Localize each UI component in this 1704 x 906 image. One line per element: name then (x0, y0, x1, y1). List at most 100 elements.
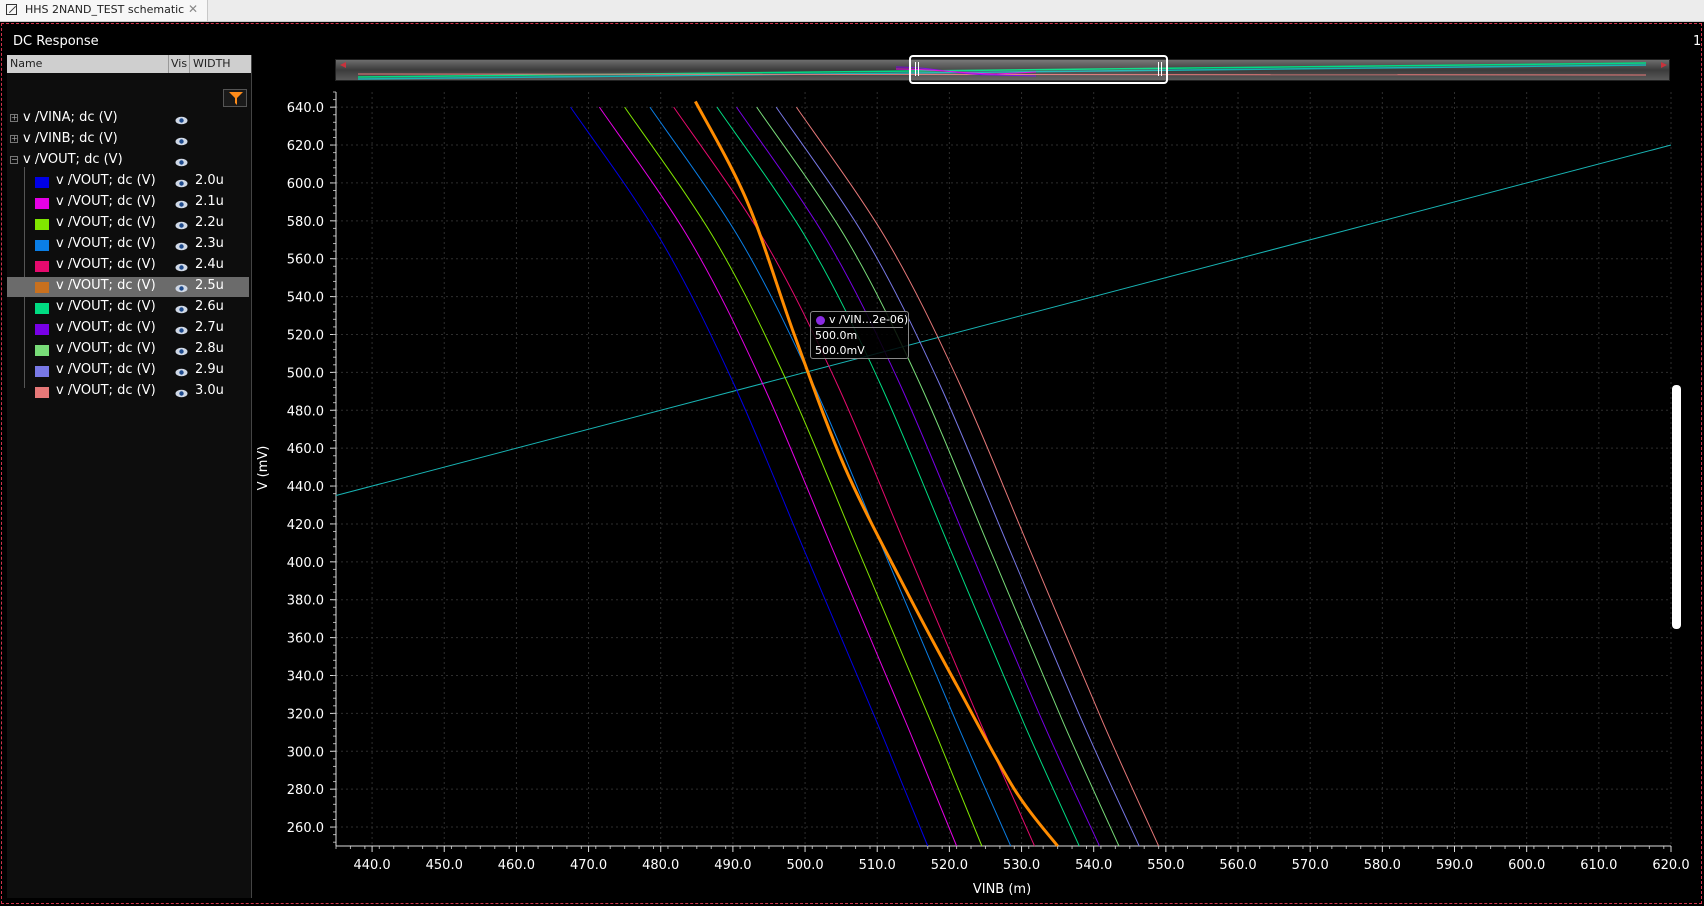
tab-schematic[interactable]: HHS 2NAND_TEST schematic ✕ (0, 0, 208, 21)
trace-row[interactable]: v /VOUT; dc (V) 2.7u (7, 319, 249, 339)
trace-label: v /VOUT; dc (V) (56, 320, 156, 335)
trace-row[interactable]: v /VOUT; dc (V) 3.0u (7, 382, 249, 402)
x-tick-label: 500.0 (786, 858, 823, 873)
vout-trace-2.5u[interactable] (694, 100, 1059, 847)
vout-trace-2.0u[interactable] (570, 106, 929, 847)
header-name[interactable]: Name (10, 57, 43, 70)
trace-row[interactable]: v /VOUT; dc (V) 2.3u (7, 235, 249, 255)
trace-width-value: 3.0u (195, 383, 224, 398)
vertical-scroll-handle[interactable] (1672, 385, 1681, 629)
y-tick-label: 420.0 (287, 518, 324, 533)
trace-row[interactable]: v /VOUT; dc (V) 2.9u (7, 361, 249, 381)
x-tick-label: 490.0 (714, 858, 751, 873)
signal-group-label: v /VINA; dc (V) (23, 110, 118, 125)
trace-row[interactable]: v /VOUT; dc (V) 2.0u (7, 172, 249, 192)
trace-row[interactable]: v /VOUT; dc (V) 2.6u (7, 298, 249, 318)
vina-trace[interactable] (335, 144, 1672, 497)
trace-row[interactable]: v /VOUT; dc (V) 2.2u (7, 214, 249, 234)
overview-vout-a (357, 62, 1647, 78)
trace-row[interactable]: v /VOUT; dc (V) 2.5u (7, 277, 249, 297)
tooltip-trace-name: v /VIN...2e-06) (829, 313, 909, 326)
trace-width-value: 2.1u (195, 194, 224, 209)
browser-header: Name Vis WIDTH (7, 55, 251, 73)
visibility-eye-icon[interactable] (175, 261, 188, 276)
left-drag-handle[interactable] (915, 62, 916, 76)
vout-trace-3.0u[interactable] (795, 106, 1160, 847)
y-tick-label: 500.0 (287, 366, 324, 381)
filter-button[interactable] (223, 89, 247, 107)
trace-row[interactable]: v /VOUT; dc (V) 2.1u (7, 193, 249, 213)
signal-group-row[interactable]: − v /VOUT; dc (V) (7, 151, 249, 171)
trace-color-swatch (35, 282, 49, 293)
x-tick-label: 570.0 (1292, 858, 1329, 873)
trace-color-swatch (35, 240, 49, 251)
collapse-icon[interactable]: − (10, 155, 18, 164)
close-icon[interactable]: ✕ (188, 2, 199, 16)
y-tick-label: 640.0 (287, 101, 324, 116)
x-axis-title: VINB (m) (973, 882, 1031, 897)
trace-color-swatch (35, 219, 49, 230)
visibility-eye-icon[interactable] (175, 135, 188, 150)
vout-trace-2.2u[interactable] (624, 106, 983, 847)
x-tick-label: 520.0 (931, 858, 968, 873)
vout-trace-2.7u[interactable] (736, 106, 1100, 847)
visibility-eye-icon[interactable] (175, 303, 188, 318)
subwindow-number: 1 (1693, 34, 1702, 49)
expand-icon[interactable]: + (10, 113, 18, 122)
visibility-eye-icon[interactable] (175, 282, 188, 297)
results-browser: Name Vis WIDTH + v /VINA; dc (V) + v /VINB;… (7, 55, 252, 898)
trace-width-value: 2.7u (195, 320, 224, 335)
visibility-eye-icon[interactable] (175, 345, 188, 360)
y-tick-label: 260.0 (287, 821, 324, 836)
header-width[interactable]: WIDTH (193, 57, 231, 70)
tooltip-y-value: 500.0mV (815, 344, 865, 357)
vout-trace-2.6u[interactable] (716, 106, 1080, 847)
tooltip-x-value: 500.0m (815, 329, 858, 342)
trace-width-value: 2.6u (195, 299, 224, 314)
visibility-eye-icon[interactable] (175, 198, 188, 213)
trace-width-value: 2.4u (195, 257, 224, 272)
expand-icon[interactable]: + (10, 134, 18, 143)
visibility-eye-icon[interactable] (175, 114, 188, 129)
overview-vout-b (357, 73, 1647, 76)
trace-row[interactable]: v /VOUT; dc (V) 2.4u (7, 256, 249, 276)
visibility-eye-icon[interactable] (175, 366, 188, 381)
visibility-eye-icon[interactable] (175, 177, 188, 192)
x-tick-label: 450.0 (426, 858, 463, 873)
header-vis[interactable]: Vis (171, 57, 188, 70)
visibility-eye-icon[interactable] (175, 156, 188, 171)
x-tick-label: 540.0 (1075, 858, 1112, 873)
x-tick-label: 550.0 (1147, 858, 1184, 873)
x-tick-label: 600.0 (1508, 858, 1545, 873)
trace-label: v /VOUT; dc (V) (56, 383, 156, 398)
trace-label: v /VOUT; dc (V) (56, 341, 156, 356)
filter-icon (229, 92, 243, 105)
vout-trace-2.4u[interactable] (673, 106, 1035, 847)
overview-zoom-window[interactable] (909, 55, 1168, 84)
x-tick-label: 530.0 (1003, 858, 1040, 873)
y-tick-label: 520.0 (287, 328, 324, 343)
signal-group-row[interactable]: + v /VINB; dc (V) (7, 130, 249, 150)
signal-group-row[interactable]: + v /VINA; dc (V) (7, 109, 249, 129)
visibility-eye-icon[interactable] (175, 324, 188, 339)
y-tick-label: 300.0 (287, 745, 324, 760)
visibility-eye-icon[interactable] (175, 240, 188, 255)
vout-trace-2.3u[interactable] (649, 106, 1012, 847)
vout-trace-2.1u[interactable] (598, 106, 958, 847)
trace-color-swatch (35, 177, 49, 188)
y-tick-label: 620.0 (287, 139, 324, 154)
trace-label: v /VOUT; dc (V) (56, 215, 156, 230)
y-tick-label: 600.0 (287, 177, 324, 192)
trace-label: v /VOUT; dc (V) (56, 362, 156, 377)
x-tick-label: 460.0 (498, 858, 535, 873)
right-drag-handle[interactable] (1158, 62, 1159, 76)
visibility-eye-icon[interactable] (175, 219, 188, 234)
vout-trace-2.8u[interactable] (756, 106, 1120, 847)
visibility-eye-icon[interactable] (175, 387, 188, 402)
trace-width-value: 2.2u (195, 215, 224, 230)
trace-row[interactable]: v /VOUT; dc (V) 2.8u (7, 340, 249, 360)
vout-trace-2.9u[interactable] (775, 106, 1140, 847)
x-tick-label: 440.0 (353, 858, 390, 873)
x-tick-label: 560.0 (1219, 858, 1256, 873)
